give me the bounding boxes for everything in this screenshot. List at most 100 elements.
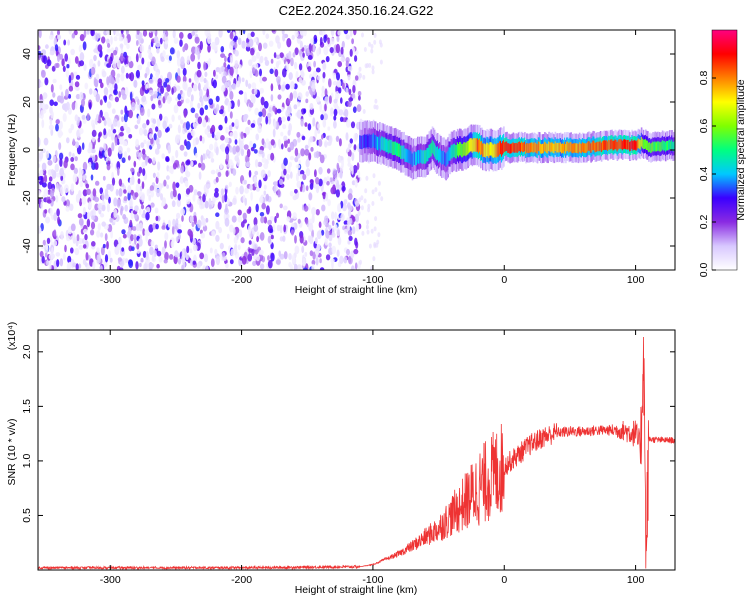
ridge-cell [555, 143, 558, 153]
noise-cell [269, 216, 275, 222]
noise-cell [322, 62, 326, 70]
noise-cell [375, 104, 379, 110]
noise-cell [142, 148, 146, 155]
ridge-cell [483, 143, 485, 157]
noise-cell [284, 139, 288, 149]
noise-cell [311, 259, 316, 266]
noise-cell [215, 95, 220, 103]
spectrogram-y-axis-label: Frequency (Hz) [6, 114, 18, 186]
noise-cell [41, 69, 46, 78]
noise-cell [218, 67, 222, 75]
noise-cell [271, 30, 276, 33]
noise-cell [194, 75, 200, 84]
noise-cell [262, 30, 266, 36]
ridge-cell [646, 140, 648, 150]
noise-cell [248, 102, 254, 108]
noise-cell [353, 30, 357, 36]
noise-cell [319, 267, 325, 270]
ridge-cell [663, 140, 666, 151]
noise-cell [115, 188, 119, 196]
noise-cell [193, 160, 198, 165]
noise-cell [371, 69, 375, 75]
noise-cell [206, 32, 212, 40]
ridge-cell [503, 139, 505, 154]
noise-cell [127, 55, 132, 63]
noise-cell [121, 157, 126, 164]
noise-cell [59, 152, 64, 160]
noise-cell [349, 164, 354, 172]
ridge-cell [641, 138, 644, 149]
noise-cell [106, 241, 109, 250]
noise-cell [135, 53, 139, 63]
noise-cell [256, 236, 259, 243]
noise-cell [192, 83, 198, 92]
ridge-cell [650, 143, 652, 154]
ridge-cell [469, 138, 472, 152]
noise-cell [325, 56, 330, 63]
noise-cell [310, 147, 314, 152]
noise-cell [255, 203, 259, 213]
ridge-cell [608, 139, 610, 150]
noise-cell [155, 126, 159, 132]
ridge-cell [418, 150, 420, 164]
noise-cell [115, 76, 120, 84]
noise-cell [262, 76, 267, 82]
noise-cell [234, 139, 238, 145]
ridge-cell [397, 142, 399, 156]
noise-cell [81, 196, 87, 205]
noise-cell [43, 244, 49, 253]
noise-cell [38, 190, 41, 196]
noise-cell [81, 142, 85, 150]
noise-cell [156, 263, 160, 269]
noise-cell [229, 162, 235, 169]
noise-cell [141, 80, 145, 86]
noise-cell [176, 57, 181, 67]
ridge-cell [527, 143, 529, 153]
noise-cell [225, 152, 230, 162]
noise-cell [248, 170, 252, 178]
noise-cell [292, 52, 296, 58]
noise-cell [215, 255, 221, 266]
noise-cell [255, 254, 260, 262]
noise-cell [251, 82, 257, 89]
noise-cell [199, 252, 205, 260]
noise-cell [180, 56, 185, 66]
noise-cell [186, 199, 191, 205]
noise-cell [253, 224, 259, 232]
snr-x-tick-label: 0 [501, 574, 507, 586]
noise-cell [330, 92, 334, 99]
noise-cell [322, 119, 327, 128]
noise-cell [194, 46, 200, 55]
noise-cell [276, 108, 282, 114]
noise-cell [158, 99, 161, 106]
noise-cell [204, 104, 209, 110]
noise-cell [128, 259, 134, 269]
noise-cell [55, 119, 60, 125]
noise-cell [127, 185, 132, 194]
noise-cell [275, 259, 281, 265]
noise-cell [119, 43, 124, 48]
noise-cell [159, 37, 163, 45]
noise-cell [57, 216, 61, 225]
ridge-cell [406, 148, 409, 163]
snr-x-tick-label: -100 [362, 574, 383, 586]
ridge-cell [654, 141, 656, 151]
noise-cell [196, 262, 201, 269]
noise-cell [315, 256, 319, 266]
noise-cell [58, 142, 62, 151]
ridge-cell [399, 143, 401, 157]
noise-cell [124, 86, 129, 97]
noise-cell [48, 176, 53, 182]
noise-cell [283, 251, 288, 260]
noise-cell [184, 180, 189, 187]
noise-cell [68, 30, 72, 35]
noise-cell [338, 109, 344, 116]
noise-cell [224, 184, 229, 190]
noise-cell [270, 252, 275, 262]
noise-cell [106, 203, 110, 213]
noise-cell [226, 213, 230, 219]
noise-cell [209, 151, 214, 159]
noise-cell [111, 108, 116, 114]
noise-cell [232, 227, 236, 235]
ridge-cell [400, 145, 402, 160]
